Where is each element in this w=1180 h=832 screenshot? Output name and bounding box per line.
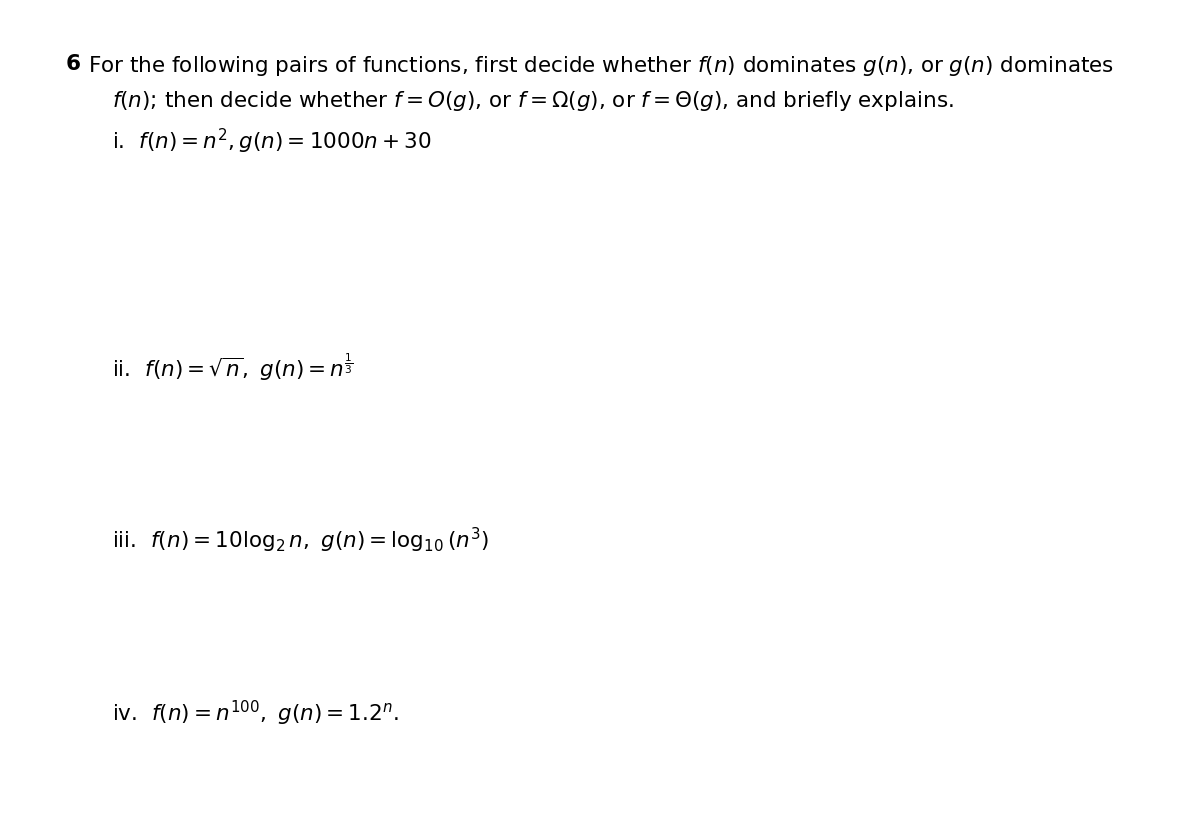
Text: $\mathbf{6}$: $\mathbf{6}$ [65, 54, 80, 74]
Text: iii.  $f(n) = 10\log_2 n,\ g(n) = \log_{10}(n^3)$: iii. $f(n) = 10\log_2 n,\ g(n) = \log_{1… [112, 526, 489, 555]
Text: i.  $f(n) = n^2, g(n) = 1000n + 30$: i. $f(n) = n^2, g(n) = 1000n + 30$ [112, 127, 432, 156]
Text: $f(n)$; then decide whether $f = O(g)$, or $f = \Omega(g)$, or $f = \Theta(g)$, : $f(n)$; then decide whether $f = O(g)$, … [112, 89, 953, 113]
Text: For the following pairs of functions, first decide whether $f(n)$ dominates $g(n: For the following pairs of functions, fi… [88, 54, 1115, 78]
Text: iv.  $f(n) = n^{100},\ g(n) = 1.2^n.$: iv. $f(n) = n^{100},\ g(n) = 1.2^n.$ [112, 699, 399, 728]
Text: ii.  $f(n) = \sqrt{n},\ g(n) = n^{\frac{1}{3}}$: ii. $f(n) = \sqrt{n},\ g(n) = n^{\frac{1… [112, 352, 353, 384]
